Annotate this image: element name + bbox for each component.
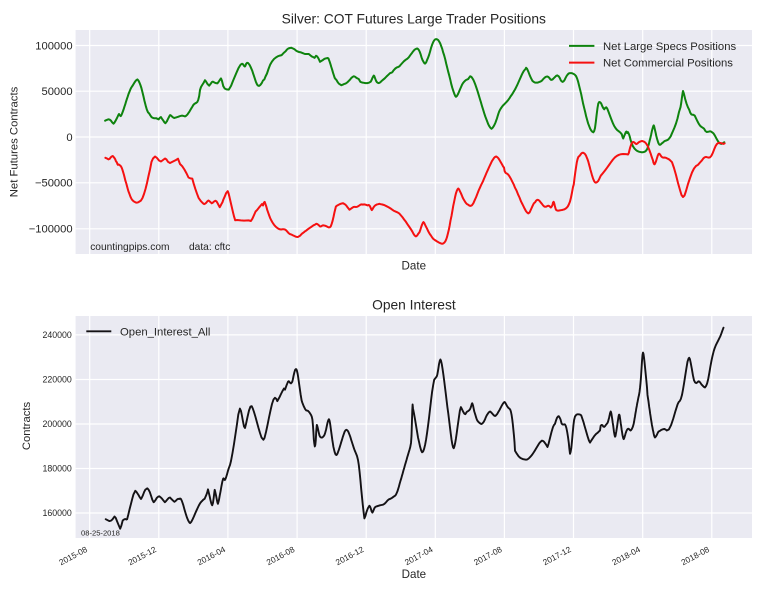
svg-text:240000: 240000 [42,330,71,340]
svg-text:180000: 180000 [42,464,71,474]
svg-text:Open_Interest_All: Open_Interest_All [120,326,210,338]
svg-text:Open Interest: Open Interest [372,297,456,312]
svg-text:100000: 100000 [35,40,72,52]
svg-text:Date: Date [402,260,427,273]
svg-text:Contracts: Contracts [21,401,33,450]
svg-text:−100000: −100000 [29,224,73,236]
svg-text:Silver: COT Futures Large Trad: Silver: COT Futures Large Trader Positio… [282,11,546,26]
svg-text:data: cftc: data: cftc [189,242,230,253]
svg-text:countingpips.com: countingpips.com [90,242,169,253]
svg-text:Net Large Specs Positions: Net Large Specs Positions [603,41,736,53]
svg-text:−50000: −50000 [35,178,73,190]
svg-text:220000: 220000 [42,375,71,385]
svg-text:50000: 50000 [41,86,72,98]
svg-text:200000: 200000 [42,419,71,429]
svg-text:Date: Date [402,568,427,581]
svg-text:Net Futures Contracts: Net Futures Contracts [9,86,21,197]
svg-text:160000: 160000 [42,508,71,518]
svg-text:Net Commercial Positions: Net Commercial Positions [603,58,733,70]
svg-text:0: 0 [66,132,72,144]
svg-text:08-25-2018: 08-25-2018 [81,529,120,538]
